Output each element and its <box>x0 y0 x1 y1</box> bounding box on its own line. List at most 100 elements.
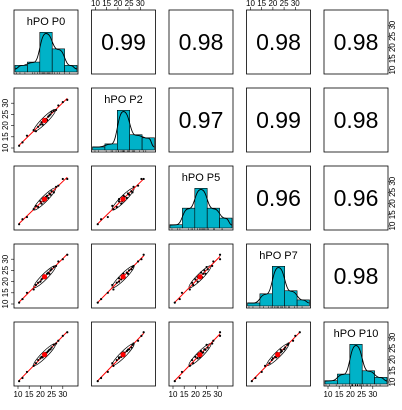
tick-label: 30 <box>388 176 397 185</box>
histogram-bar <box>284 290 298 307</box>
tick-label: 15 <box>335 390 344 399</box>
data-point <box>211 264 214 268</box>
tick-label: 20 <box>1 277 10 286</box>
data-point <box>37 358 40 362</box>
data-point <box>52 265 55 269</box>
data-point <box>39 200 42 203</box>
tick-label: 20 <box>388 43 397 52</box>
data-point <box>66 253 69 256</box>
tick-label: 20 <box>346 390 355 399</box>
data-point <box>96 380 99 383</box>
centroid-point <box>120 196 126 202</box>
data-point <box>18 380 21 383</box>
data-point <box>298 331 301 334</box>
tick-label: 15 <box>388 210 397 219</box>
correlation-value: 0.98 <box>334 263 379 289</box>
data-point <box>117 277 121 280</box>
histogram-bar <box>259 293 273 307</box>
panel-r3-c3: hPO P7 <box>246 243 311 309</box>
panel-border <box>91 9 156 75</box>
tick-label: 15 <box>25 390 34 399</box>
data-point <box>18 301 21 304</box>
right-axis-row0: 10 15 20 25 30 <box>388 20 397 74</box>
top-axis-col3: 10 15 20 25 30 <box>246 0 300 10</box>
data-point <box>25 291 29 294</box>
centroid-point <box>120 352 126 358</box>
data-point <box>204 272 207 275</box>
data-point <box>57 104 60 107</box>
data-point <box>180 291 184 294</box>
data-point <box>21 141 24 144</box>
correlation-value: 0.96 <box>334 185 379 211</box>
data-point <box>32 364 35 367</box>
right-axis-row2: 10 15 20 25 30 <box>388 176 397 230</box>
panel-border <box>323 165 389 231</box>
data-point <box>61 258 64 261</box>
tick-label: 25 <box>202 390 211 399</box>
data-point <box>142 331 145 334</box>
histogram-bar <box>51 48 65 73</box>
data-point <box>211 342 214 345</box>
histogram-bar <box>117 110 131 151</box>
correlation-value: 0.98 <box>256 29 301 55</box>
panel-r1-c0 <box>13 87 79 153</box>
tick-label: 30 <box>213 390 222 399</box>
data-point <box>112 288 115 291</box>
data-point <box>218 331 222 334</box>
data-point <box>32 208 35 211</box>
tick-label: 10 <box>14 390 23 399</box>
variable-label: hPO P7 <box>259 250 298 262</box>
data-point <box>188 288 191 291</box>
panel-r2-c0 <box>13 165 79 231</box>
panel-r2-c1 <box>91 165 156 231</box>
panel-border <box>168 87 234 153</box>
tick-label: 15 <box>388 54 397 63</box>
correlation-value: 0.98 <box>179 29 224 55</box>
centroid-point <box>275 352 281 358</box>
density-curve <box>14 33 78 70</box>
data-point <box>52 109 55 113</box>
data-point <box>115 358 118 362</box>
panel-border <box>323 243 389 309</box>
data-point <box>117 198 121 201</box>
data-point <box>206 268 209 271</box>
data-point <box>194 355 197 359</box>
panel-border <box>91 321 156 387</box>
panel-r2-c3: 0.96 <box>246 165 311 231</box>
data-point <box>49 113 52 116</box>
panel-border <box>91 243 156 309</box>
data-point <box>66 331 69 334</box>
top-axis-col1: 10 15 20 25 30 <box>91 0 145 10</box>
data-point <box>52 191 55 194</box>
data-point <box>106 291 109 294</box>
panel-r1-c3: 0.99 <box>246 87 311 153</box>
data-point <box>117 280 121 283</box>
panel-r4-c4: hPO P10 <box>323 321 389 387</box>
correlation-value: 0.99 <box>101 29 146 55</box>
data-point <box>199 349 203 353</box>
data-point <box>218 258 222 261</box>
data-point <box>54 185 58 188</box>
tick-label: 25 <box>357 390 366 399</box>
tick-label: 30 <box>368 390 377 399</box>
data-point <box>46 194 49 197</box>
fit-line <box>97 178 145 225</box>
left-axis-row3: 10 15 20 25 30 <box>1 254 14 308</box>
data-point <box>140 177 143 181</box>
variable-label: hPO P0 <box>27 16 66 28</box>
data-point <box>52 343 55 346</box>
data-point <box>96 223 99 226</box>
data-point <box>196 280 199 283</box>
data-point <box>173 380 176 383</box>
data-point <box>202 351 205 354</box>
tick-label: 10 <box>169 390 178 399</box>
panel-border <box>246 321 311 387</box>
data-point <box>250 380 253 383</box>
tick-label: 25 <box>1 109 10 118</box>
density-curve <box>324 345 388 382</box>
panel-r3-c0 <box>13 243 79 309</box>
panel-r0-c4: 0.98 <box>323 9 389 75</box>
right-axis-row4: 10 15 20 25 30 <box>388 332 397 386</box>
data-point <box>115 205 118 209</box>
